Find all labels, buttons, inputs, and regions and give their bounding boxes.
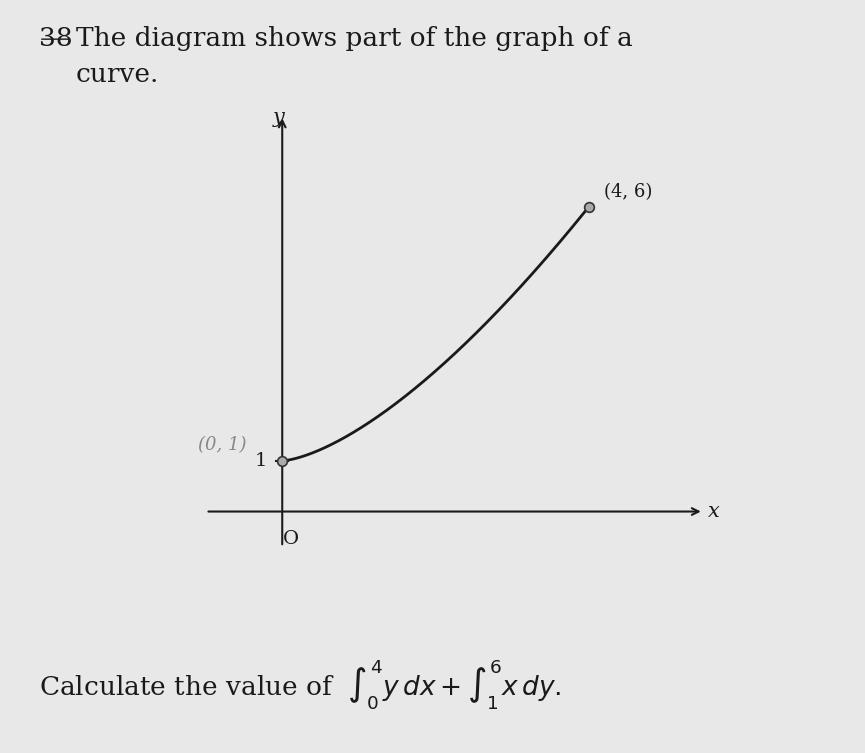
Text: (4, 6): (4, 6) xyxy=(604,183,652,201)
Text: curve.: curve. xyxy=(76,62,159,87)
Text: y: y xyxy=(272,108,285,127)
Text: Calculate the value of  $\int_0^4 y\,dx + \int_1^6 x\,dy.$: Calculate the value of $\int_0^4 y\,dx +… xyxy=(39,657,561,711)
Text: (0, 1): (0, 1) xyxy=(198,437,247,455)
Text: The diagram shows part of the graph of a: The diagram shows part of the graph of a xyxy=(76,26,633,51)
Text: x: x xyxy=(708,502,719,521)
Text: 38: 38 xyxy=(39,26,73,51)
Text: 1: 1 xyxy=(254,452,267,470)
Text: O: O xyxy=(284,530,299,548)
